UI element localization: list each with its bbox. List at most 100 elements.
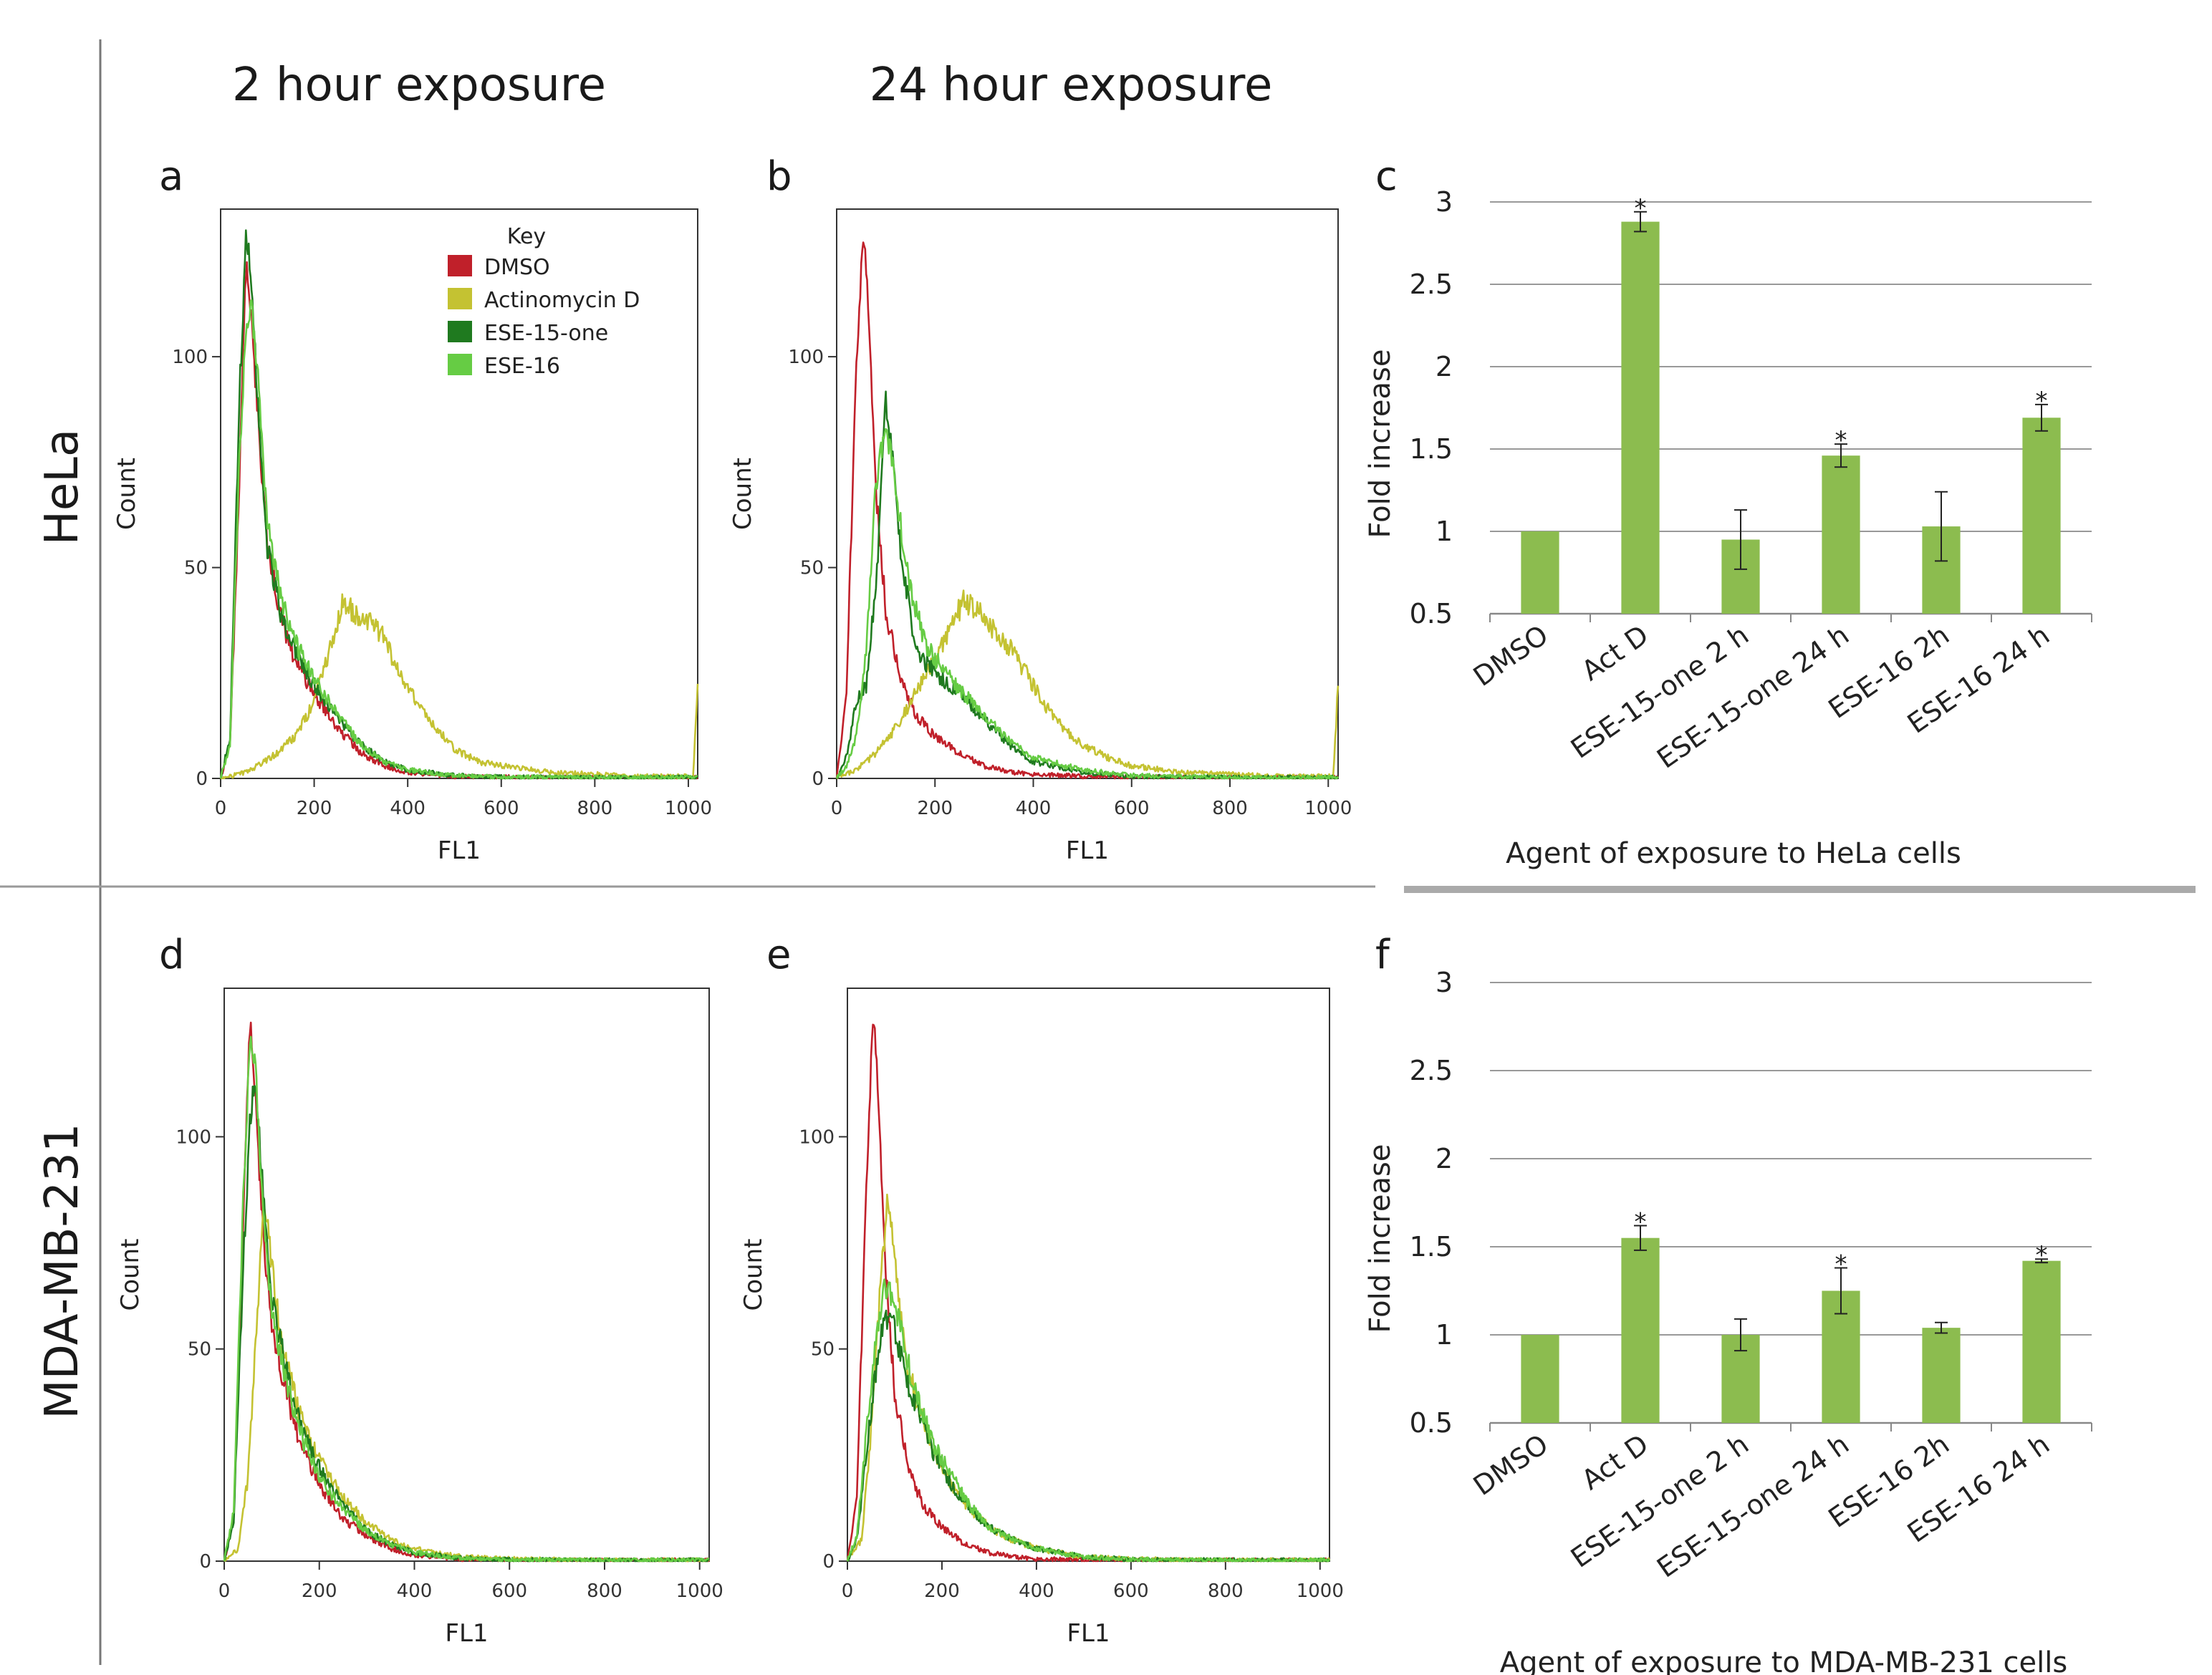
series-line-actinomycin-d — [220, 593, 699, 780]
significance-star: * — [1635, 1207, 1647, 1236]
y-axis-label: Count — [112, 458, 141, 530]
bar — [1621, 221, 1660, 614]
x-tick-label: 600 — [491, 1580, 527, 1602]
y-tick-label: 1 — [1436, 1319, 1453, 1351]
y-tick-label: 2 — [1436, 1143, 1453, 1174]
x-tick-label: 200 — [302, 1580, 337, 1602]
significance-star: * — [1635, 194, 1647, 223]
x-tick-label: 400 — [390, 798, 425, 819]
x-axis-label: Agent of exposure to HeLa cells — [1506, 837, 1961, 870]
y-tick-label: 2 — [1436, 351, 1453, 382]
y-tick-label: 3 — [1436, 186, 1453, 218]
x-tick-label: 0 — [831, 798, 843, 819]
y-tick-label: 3 — [1436, 967, 1453, 998]
series-line-actinomycin-d — [846, 1193, 1331, 1563]
plot-frame — [847, 988, 1330, 1562]
series-line-ese-16 — [219, 299, 698, 780]
x-tick-label: 1000 — [665, 798, 712, 819]
x-tick-label: 200 — [917, 798, 953, 819]
y-tick-label: 100 — [799, 1126, 835, 1148]
series-line-actinomycin-d — [223, 1205, 710, 1563]
plot-frame — [220, 208, 698, 779]
x-tick-label: 600 — [1113, 1580, 1149, 1602]
series-line-ese-15-one — [223, 1085, 710, 1563]
legend-label-ese15: ESE-15-one — [484, 321, 608, 346]
y-tick-label: 100 — [788, 347, 824, 368]
y-axis-label: Count — [116, 1239, 145, 1311]
y-axis-label: Count — [739, 1239, 768, 1311]
histogram-mda-24h: 0 200 400 600 800 1000 0 50 100 FL1 Count — [739, 988, 1344, 1648]
x-category-label: ESE-15-one 24 h — [1651, 1428, 1855, 1583]
significance-star: * — [2036, 1241, 2048, 1270]
x-axis-label: FL1 — [445, 1619, 488, 1648]
x-tick-label: 800 — [577, 798, 613, 819]
significance-star: * — [2036, 387, 2048, 415]
x-tick-label: 400 — [1019, 1580, 1054, 1602]
y-tick-label: 100 — [172, 347, 208, 368]
legend: Key DMSO Actinomycin D ESE-15-one ESE-16 — [448, 224, 640, 379]
x-tick-label: 400 — [397, 1580, 433, 1602]
x-axis-label: Agent of exposure to MDA-MB-231 cells — [1500, 1646, 2067, 1675]
x-tick-label: 600 — [484, 798, 519, 819]
x-category-label: Act D — [1576, 1428, 1654, 1496]
histogram-hela-2h: 0 200 400 600 800 1000 0 50 100 FL1 Count — [112, 208, 712, 865]
row-title-mda: MDA-MB-231 — [36, 1123, 89, 1419]
y-tick-label: 2.5 — [1410, 269, 1453, 300]
bar — [2022, 1260, 2061, 1423]
series-line-ese-16 — [846, 1278, 1331, 1563]
legend-title: Key — [507, 224, 546, 249]
y-tick-label: 1 — [1436, 516, 1453, 547]
x-tick-label: 800 — [587, 1580, 622, 1602]
series-line-dmso — [223, 1021, 710, 1563]
x-tick-label: 0 — [215, 798, 227, 819]
legend-label-actinomycin: Actinomycin D — [484, 288, 640, 313]
bar — [1521, 1335, 1559, 1423]
x-category-label: DMSO — [1468, 619, 1554, 692]
significance-star: * — [1835, 1250, 1847, 1279]
legend-swatch-actinomycin — [448, 288, 472, 309]
y-tick-label: 0 — [812, 768, 824, 790]
legend-label-dmso: DMSO — [484, 255, 550, 280]
x-tick-label: 0 — [218, 1580, 231, 1602]
panel-letter-b: b — [766, 153, 792, 200]
x-axis-label: FL1 — [438, 836, 481, 865]
x-tick-label: 1000 — [1297, 1580, 1344, 1602]
y-tick-label: 2.5 — [1410, 1055, 1453, 1086]
column-title-2h: 2 hour exposure — [232, 59, 606, 112]
x-tick-label: 800 — [1208, 1580, 1244, 1602]
panel-letter-a: a — [159, 153, 183, 200]
x-category-label: Act D — [1576, 619, 1654, 687]
x-axis-label: FL1 — [1066, 836, 1109, 865]
y-tick-label: 0.5 — [1410, 598, 1453, 629]
panel-letter-c: c — [1375, 153, 1398, 200]
series-line-dmso — [846, 1023, 1331, 1563]
row-title-hela: HeLa — [36, 429, 89, 545]
bar — [1922, 1328, 1961, 1423]
y-tick-label: 1.5 — [1410, 1231, 1453, 1263]
x-tick-label: 400 — [1016, 798, 1052, 819]
plot-frame — [223, 988, 710, 1562]
y-tick-label: 0 — [199, 1551, 211, 1573]
series-line-ese-16 — [223, 1036, 710, 1563]
x-tick-label: 1000 — [676, 1580, 723, 1602]
y-tick-label: 1.5 — [1410, 433, 1453, 465]
x-tick-label: 200 — [924, 1580, 960, 1602]
y-axis-label: Fold increase — [1364, 349, 1397, 539]
bar — [1521, 531, 1559, 614]
y-tick-label: 50 — [188, 1339, 211, 1361]
legend-label-ese16: ESE-16 — [484, 354, 560, 379]
y-tick-label: 100 — [175, 1126, 211, 1148]
y-tick-label: 0 — [822, 1551, 835, 1573]
significance-star: * — [1835, 426, 1847, 455]
x-tick-label: 0 — [842, 1580, 854, 1602]
histogram-mda-2h: 0 200 400 600 800 1000 0 50 100 FL1 Count — [116, 988, 723, 1648]
plot-frame — [836, 208, 1339, 779]
x-tick-label: 1000 — [1304, 798, 1352, 819]
bar — [1822, 455, 1860, 614]
legend-swatch-ese16 — [448, 354, 472, 375]
bar — [1621, 1237, 1660, 1423]
bar — [2022, 417, 2061, 614]
